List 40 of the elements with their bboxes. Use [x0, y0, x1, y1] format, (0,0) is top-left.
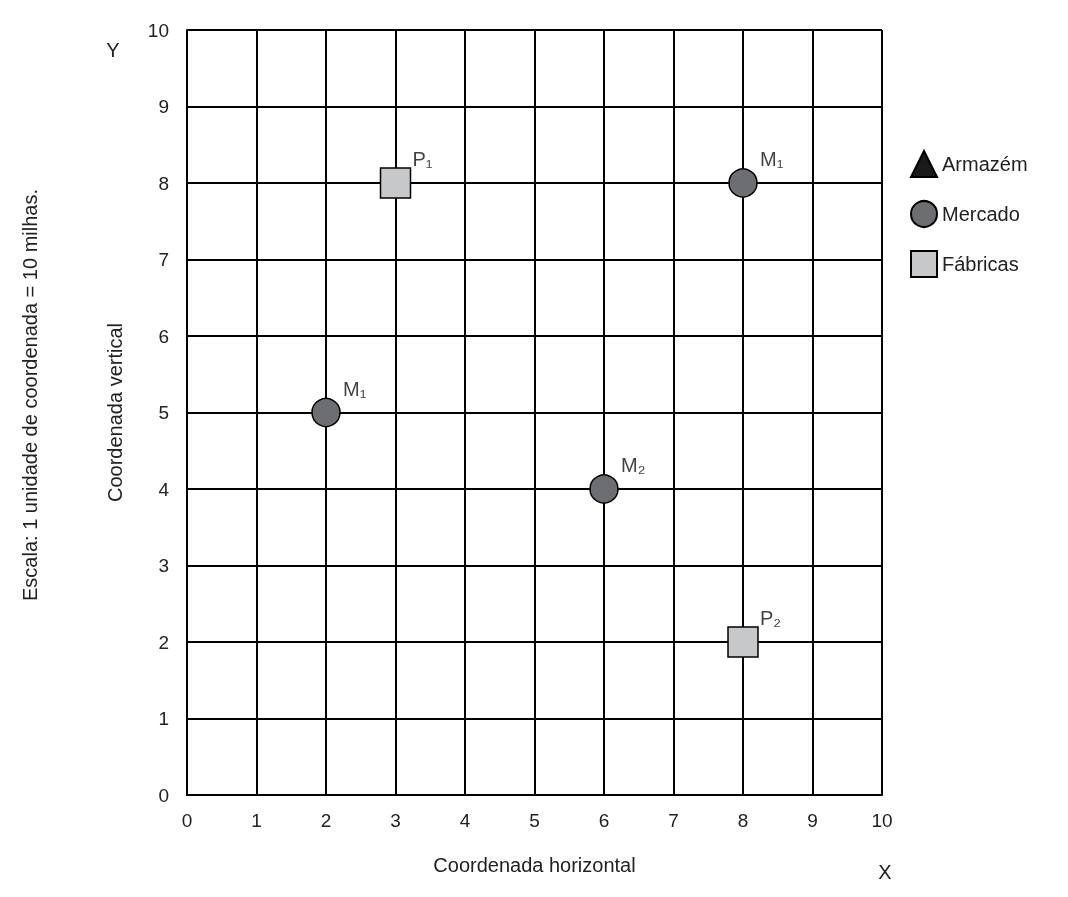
x-tick-label: 9 — [807, 810, 818, 831]
text: Y — [106, 39, 120, 61]
x-axis-title: Coordenada horizontal — [433, 854, 636, 876]
point — [379, 167, 412, 199]
point — [728, 168, 758, 198]
y-tick-label: 10 — [147, 19, 169, 41]
x-tick-label: 7 — [668, 810, 679, 831]
point — [589, 474, 619, 504]
annotation: P₂ — [760, 607, 782, 629]
point — [727, 626, 759, 658]
x-tick-label: 1 — [251, 810, 262, 831]
y-tick-label: 4 — [158, 478, 170, 500]
y-tick-label: 2 — [158, 631, 169, 653]
x-tick-label: 4 — [459, 810, 471, 831]
x-tick-label: 10 — [871, 810, 893, 831]
x-tick-label: 5 — [529, 810, 540, 831]
x-tick-label: 8 — [737, 810, 749, 831]
y-tick-label: 9 — [158, 96, 169, 117]
point — [311, 397, 341, 428]
y-tick-label: 3 — [158, 555, 169, 576]
annotation: M₁ — [343, 377, 367, 400]
x-tick-label: 2 — [320, 810, 332, 831]
y-tick-label: 0 — [158, 784, 169, 806]
text: Escala: 1 unidade de coordenada = 10 milhas. — [19, 189, 41, 601]
legend-label: Armazém — [942, 153, 1028, 175]
y-tick-label: 1 — [158, 708, 169, 729]
y-tick-label: 5 — [158, 402, 169, 423]
legend-label: Fábricas — [942, 253, 1019, 275]
text: X — [878, 861, 892, 883]
annotation: M₁ — [760, 148, 784, 170]
y-axis-title: Coordenada vertical — [104, 323, 126, 502]
y-tick-label: 8 — [158, 172, 169, 194]
x-tick-label: 6 — [598, 810, 610, 831]
legend-label: Mercado — [942, 203, 1020, 225]
y-tick-label: 7 — [158, 249, 169, 270]
y-tick-label: 6 — [158, 325, 169, 347]
annotation: P₁ — [412, 148, 433, 170]
annotation: M₂ — [621, 454, 646, 476]
x-tick-label: 3 — [390, 810, 401, 831]
x-tick-label: 0 — [181, 810, 193, 831]
